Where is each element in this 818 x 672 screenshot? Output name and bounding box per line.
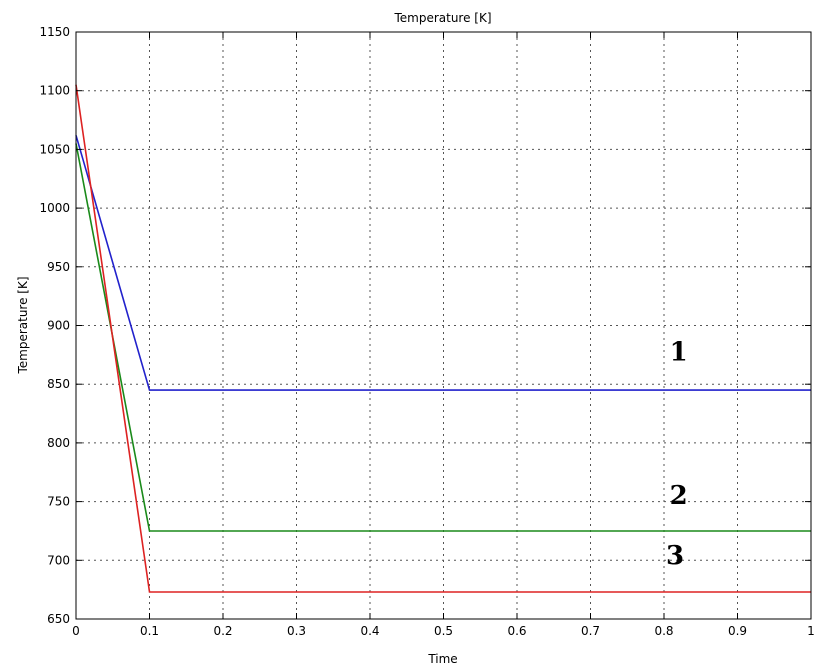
x-tick-label: 0.8 bbox=[654, 624, 673, 638]
y-tick-label: 1100 bbox=[39, 84, 70, 98]
ticks bbox=[75, 31, 812, 620]
y-tick-label: 750 bbox=[47, 495, 70, 509]
series-line-2 bbox=[75, 143, 811, 532]
x-tick-label: 0.5 bbox=[434, 624, 453, 638]
x-tick-label: 0.1 bbox=[140, 624, 159, 638]
y-tick-label: 1000 bbox=[39, 201, 70, 215]
y-tick-label: 800 bbox=[47, 436, 70, 450]
x-tick-label: 0.2 bbox=[213, 624, 232, 638]
series-line-3 bbox=[75, 84, 811, 593]
y-tick-label: 950 bbox=[47, 260, 70, 274]
y-tick-label: 1050 bbox=[39, 142, 70, 156]
curve-labels: 1 2 3 bbox=[666, 338, 688, 571]
grid bbox=[76, 32, 811, 619]
curve-label-1: 1 bbox=[670, 338, 688, 368]
y-tick-label: 900 bbox=[47, 319, 70, 333]
series-lines bbox=[75, 84, 811, 593]
chart-title: Temperature [K] bbox=[393, 11, 491, 25]
x-tick-label: 1 bbox=[807, 624, 815, 638]
x-tick-label: 0.6 bbox=[507, 624, 526, 638]
x-tick-label: 0 bbox=[72, 624, 80, 638]
x-tick-label: 0.9 bbox=[728, 624, 747, 638]
y-tick-label: 700 bbox=[47, 553, 70, 567]
x-tick-labels: 0 0.1 0.2 0.3 0.4 0.5 0.6 0.7 0.8 0.9 1 bbox=[72, 624, 815, 638]
curve-label-2: 2 bbox=[670, 481, 688, 511]
x-axis-title: Time bbox=[427, 652, 457, 666]
y-tick-label: 1150 bbox=[39, 25, 70, 39]
x-tick-label: 0.3 bbox=[287, 624, 306, 638]
curve-label-3: 3 bbox=[666, 541, 684, 571]
y-tick-label: 850 bbox=[47, 377, 70, 391]
x-tick-label: 0.4 bbox=[360, 624, 379, 638]
x-tick-label: 0.7 bbox=[581, 624, 600, 638]
y-tick-labels: 650 700 750 800 850 900 950 1000 1050 1100 1150 bbox=[39, 25, 70, 626]
y-tick-label: 650 bbox=[47, 612, 70, 626]
y-axis-title: Temperature [K] bbox=[16, 276, 30, 374]
series-line-1 bbox=[75, 135, 811, 391]
